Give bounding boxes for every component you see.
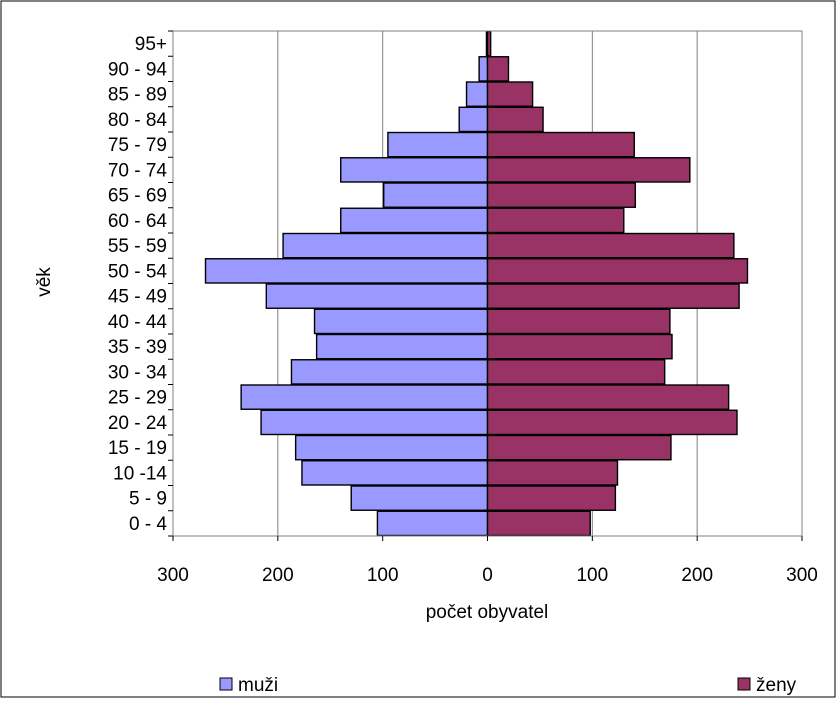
bar-zeny (486, 283, 740, 309)
y-tick-label: 30 - 34 (108, 362, 168, 383)
x-tick-label: 200 (681, 565, 713, 586)
bar-muzi (387, 131, 489, 158)
legend-label: muži (238, 675, 278, 696)
y-tick-label: 60 - 64 (108, 211, 168, 232)
bar-zeny (486, 182, 637, 208)
bar-zeny (486, 434, 672, 461)
bar-zeny (486, 359, 666, 385)
y-axis-label: věk (34, 267, 55, 297)
x-tick-label: 100 (367, 565, 399, 586)
y-tick-label: 65 - 69 (108, 186, 167, 207)
bar-muzi (240, 384, 489, 410)
y-tick-label: 15 - 19 (108, 438, 167, 459)
bar-muzi (204, 258, 489, 284)
bar-muzi (315, 333, 489, 360)
y-tick-label: 35 - 39 (108, 337, 167, 358)
bar-zeny (486, 131, 635, 158)
bar-zeny (486, 460, 619, 486)
bar-muzi (350, 485, 489, 511)
y-tick-label: 55 - 59 (108, 236, 167, 257)
bar-muzi (294, 434, 489, 461)
bars (204, 30, 749, 537)
y-tick-label: 85 - 89 (108, 85, 167, 106)
x-tick-label: 300 (157, 565, 189, 586)
bar-muzi (301, 460, 489, 486)
y-tick-label: 90 - 94 (108, 59, 168, 80)
y-tick-label: 70 - 74 (108, 160, 168, 181)
x-tick-label: 100 (576, 565, 608, 586)
bar-muzi (282, 232, 489, 259)
y-tick-label: 45 - 49 (108, 287, 167, 308)
bar-zeny (486, 56, 510, 82)
legend-swatch (737, 677, 751, 691)
bar-zeny (486, 308, 671, 335)
bar-muzi (260, 409, 489, 436)
bar-zeny (486, 384, 730, 410)
bar-muzi (458, 106, 489, 133)
x-tick-label: 0 (482, 565, 493, 586)
bar-zeny (486, 510, 591, 537)
legend-swatch (219, 677, 233, 691)
bar-muzi (290, 359, 489, 385)
y-tick-label: 10 -14 (113, 463, 167, 484)
bar-zeny (486, 409, 738, 436)
y-tick-label: 40 - 44 (108, 312, 168, 333)
bar-zeny (486, 258, 749, 284)
y-tick-label: 75 - 79 (108, 135, 167, 156)
bar-muzi (383, 182, 489, 208)
bar-zeny (486, 30, 492, 57)
bar-muzi (478, 56, 489, 82)
x-tick-label: 300 (786, 565, 818, 586)
bar-zeny (486, 81, 534, 107)
bar-muzi (465, 81, 489, 107)
y-tick-label: 20 - 24 (108, 413, 168, 434)
y-tick-label: 5 - 9 (129, 489, 167, 510)
bar-zeny (486, 333, 673, 360)
bar-zeny (486, 485, 617, 511)
x-tick-label: 200 (262, 565, 294, 586)
y-tick-labels: 0 - 4 5 - 9 10 -14 15 - 19 20 - 24 25 - 29 30 … (108, 30, 173, 537)
bar-zeny (486, 207, 625, 234)
y-tick-label: 0 - 4 (129, 514, 167, 535)
bar-muzi (313, 308, 489, 335)
y-tick-label: 25 - 29 (108, 388, 167, 409)
bar-zeny (486, 232, 735, 259)
legend: muži ženy (219, 675, 797, 696)
bar-muzi (265, 283, 489, 309)
y-tick-label: 80 - 84 (108, 110, 168, 131)
y-tick-label: 50 - 54 (108, 261, 168, 282)
x-tick-labels: 300 200 100 0 100 200 300 (157, 536, 818, 586)
legend-label: ženy (756, 675, 797, 696)
x-axis-label: počet obyvatel (426, 602, 549, 623)
bar-zeny (486, 106, 544, 133)
y-tick-label: 95+ (135, 34, 167, 55)
bar-muzi (376, 510, 489, 537)
bar-muzi (340, 157, 489, 183)
bar-zeny (486, 157, 691, 183)
bar-muzi (340, 207, 489, 234)
